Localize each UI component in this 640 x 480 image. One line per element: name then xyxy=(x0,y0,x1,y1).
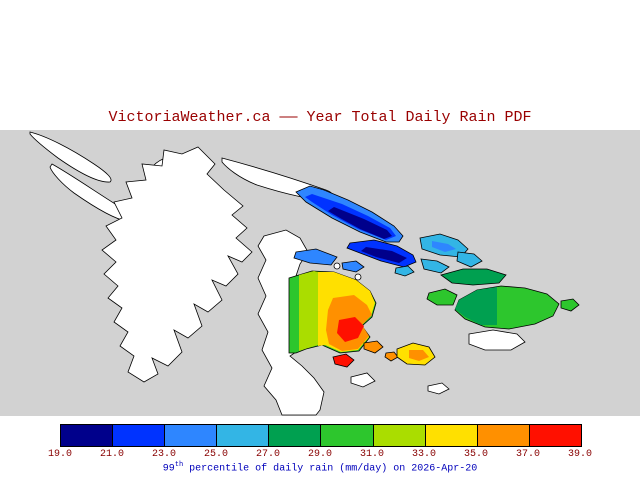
colorbar-segment xyxy=(425,425,478,446)
colorbar-tick-label: 23.0 xyxy=(151,449,177,460)
colorbar-segment xyxy=(217,425,270,446)
colorbar-tick-label: 19.0 xyxy=(47,449,73,460)
colorbar-segment xyxy=(373,425,426,446)
colorbar-ticks: 19.0 21.0 23.0 25.0 27.0 29.0 31.0 33.0 35.0 37.0… xyxy=(0,449,640,461)
rain-region-orange-islet-1 xyxy=(363,340,384,354)
rain-region-green-large-west xyxy=(455,287,497,325)
rain-region-dodger-islet-1 xyxy=(293,248,338,266)
colorbar-segment xyxy=(165,425,218,446)
page-title: VictoriaWeather.ca —— Year Total Daily R… xyxy=(108,109,532,126)
rain-region-cyan-3 xyxy=(456,251,483,268)
colorbar-segment xyxy=(61,425,114,446)
colorbar-tick-label: 21.0 xyxy=(99,449,125,460)
rain-region-green-tiny-east xyxy=(560,298,580,312)
rain-patch-red-core xyxy=(337,317,364,342)
colorbar-segment xyxy=(321,425,374,446)
white-islet-1 xyxy=(333,262,341,270)
main-landmass-west xyxy=(101,146,253,383)
caption: 99th percentile of daily rain (mm/day) o… xyxy=(0,461,640,474)
colorbar-tick-label: 25.0 xyxy=(203,449,229,460)
white-islet-south-2 xyxy=(427,382,450,395)
caption-prefix: 99 xyxy=(162,463,175,475)
caption-superscript: th xyxy=(174,461,184,469)
rain-region-orange-islet-2 xyxy=(384,351,399,362)
colorbar-tick-label: 37.0 xyxy=(515,449,541,460)
colorbar-tick-label: 33.0 xyxy=(411,449,437,460)
rain-region-strip2-navy xyxy=(361,247,407,263)
rain-patch-chartreuse-band xyxy=(299,271,318,351)
rain-region-cyan-4 xyxy=(394,265,415,277)
colorbar-segment xyxy=(477,425,530,446)
colorbar-segment xyxy=(113,425,166,446)
colorbar-tick-label: 27.0 xyxy=(255,449,281,460)
rain-region-green-small xyxy=(426,288,458,306)
colorbar-tick-label: 29.0 xyxy=(307,449,333,460)
rain-region-dodger-islet-2 xyxy=(341,260,365,273)
rain-region-cyan-1-core xyxy=(432,241,456,252)
caption-rest: percentile of daily rain (mm/day) on 202… xyxy=(183,463,478,475)
colorbar xyxy=(60,424,582,447)
rain-region-red-islet xyxy=(332,353,355,368)
white-islet-south-1 xyxy=(350,372,376,388)
rain-region-yellow-islet-orange-core xyxy=(409,350,429,361)
rain-region-cyan-2 xyxy=(420,258,450,274)
rain-region-green-strip xyxy=(440,268,507,286)
coast-band-northwest-1 xyxy=(29,131,112,183)
rain-map xyxy=(0,130,640,416)
colorbar-tick-label: 39.0 xyxy=(567,449,593,460)
colorbar-tick-label: 31.0 xyxy=(359,449,385,460)
white-islet-2 xyxy=(354,273,362,281)
colorbar-segment xyxy=(529,425,581,446)
rain-region-strip-navy xyxy=(328,207,392,239)
colorbar-segment xyxy=(269,425,322,446)
white-island-southeast xyxy=(468,329,526,351)
colorbar-tick-label: 35.0 xyxy=(463,449,489,460)
